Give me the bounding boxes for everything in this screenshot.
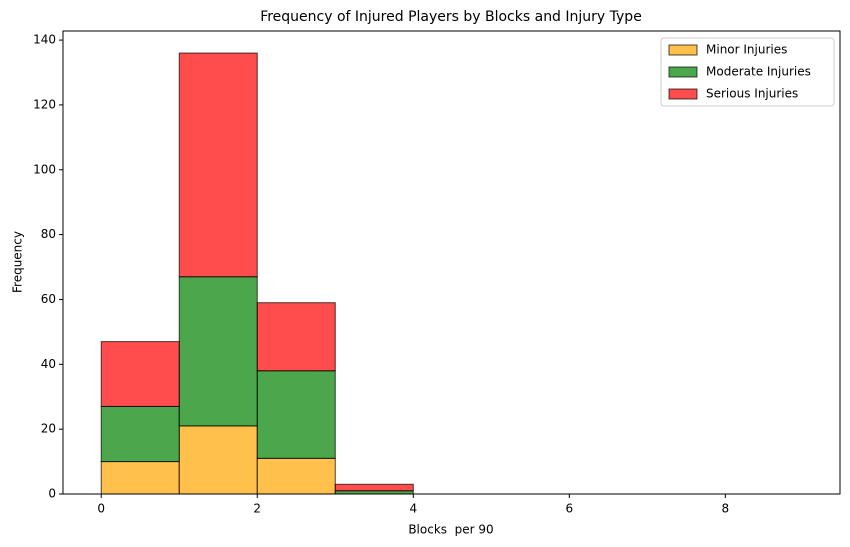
legend-swatch — [668, 44, 698, 56]
y-tick-label: 140 — [33, 33, 56, 47]
x-tick-label: 8 — [722, 502, 730, 516]
y-tick-label: 120 — [33, 97, 56, 111]
histogram-bar — [334, 483, 414, 492]
legend-label: Serious Injuries — [706, 87, 798, 101]
histogram-bar — [100, 405, 180, 463]
legend-box — [660, 37, 835, 107]
plot-frame — [62, 30, 841, 495]
histogram-bar — [178, 276, 258, 427]
histogram-bar — [100, 341, 180, 407]
y-tick-label: 80 — [41, 227, 56, 241]
legend-swatch — [668, 66, 698, 78]
histogram-bar — [178, 425, 258, 495]
legend-label: Minor Injuries — [706, 43, 787, 57]
histogram-bar — [100, 461, 180, 495]
y-tick-label: 0 — [48, 487, 56, 501]
y-tick-label: 60 — [41, 292, 56, 306]
x-axis-label: Blocks per 90 — [408, 523, 493, 537]
legend-label: Moderate Injuries — [706, 65, 811, 79]
x-tick-label: 4 — [409, 502, 417, 516]
histogram-bar — [256, 457, 336, 495]
x-tick-label: 0 — [97, 502, 105, 516]
y-tick-label: 100 — [33, 162, 56, 176]
x-tick-label: 2 — [253, 502, 261, 516]
histogram-bar — [178, 52, 258, 278]
y-tick-label: 40 — [41, 357, 56, 371]
chart-title: Frequency of Injured Players by Blocks a… — [260, 9, 642, 25]
y-axis-label: Frequency — [11, 231, 25, 293]
x-tick-label: 6 — [565, 502, 573, 516]
histogram-bar — [256, 302, 336, 372]
y-tick-label: 20 — [41, 422, 56, 436]
legend-swatch — [668, 88, 698, 100]
histogram-bar — [256, 370, 336, 459]
